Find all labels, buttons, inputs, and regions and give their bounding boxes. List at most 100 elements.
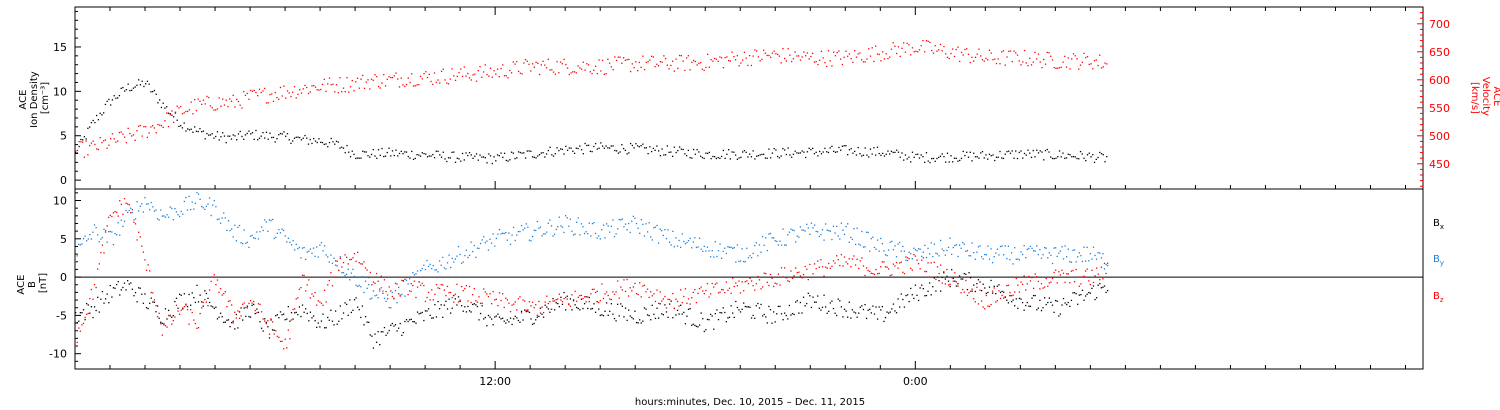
data-point-Bz <box>837 258 839 261</box>
data-point-By <box>202 207 204 209</box>
data-point-Bz <box>724 291 726 294</box>
data-point-top-s1 <box>908 44 910 46</box>
data-point-Bz <box>100 251 102 254</box>
data-point-top-s1 <box>104 139 107 141</box>
data-point-Bx <box>949 285 951 288</box>
data-point-top-s1 <box>983 60 985 62</box>
data-point-By <box>501 232 504 234</box>
data-point-top-s0 <box>334 143 336 145</box>
data-point-top-s0 <box>180 125 182 127</box>
data-point-By <box>813 224 816 226</box>
data-point-By <box>620 219 622 221</box>
data-point-By <box>780 244 783 246</box>
data-point-By <box>364 280 367 282</box>
data-point-Bx <box>938 280 940 282</box>
data-point-Bz <box>442 284 444 286</box>
data-point-top-s0 <box>278 134 280 136</box>
data-point-top-s0 <box>423 152 425 155</box>
data-point-Bx <box>698 324 701 326</box>
data-point-top-s0 <box>1048 151 1050 153</box>
data-point-Bz <box>935 278 937 281</box>
data-point-Bz <box>587 296 589 298</box>
data-point-top-s0 <box>362 150 364 152</box>
data-point-Bz <box>566 298 568 300</box>
data-point-Bz <box>637 293 639 296</box>
data-point-Bx <box>758 307 761 309</box>
data-point-Bz <box>628 295 630 297</box>
data-point-top-s1 <box>717 60 719 62</box>
data-point-By <box>144 197 146 199</box>
data-point-By <box>533 229 535 231</box>
data-point-By <box>576 221 578 223</box>
data-point-top-s1 <box>537 62 539 64</box>
data-point-By <box>212 204 214 206</box>
data-point-Bz <box>224 291 226 293</box>
data-point-Bx <box>1047 301 1049 304</box>
data-point-top-s1 <box>985 57 987 60</box>
data-point-Bz <box>659 291 661 293</box>
data-point-Bx <box>1006 299 1008 301</box>
data-point-Bx <box>253 303 255 306</box>
data-point-By <box>464 254 466 257</box>
data-point-top-s0 <box>311 142 313 145</box>
data-point-By <box>571 230 573 232</box>
data-point-Bx <box>86 302 88 305</box>
data-point-Bx <box>894 310 896 312</box>
data-point-top-s1 <box>727 59 730 62</box>
data-point-top-s1 <box>1036 58 1038 60</box>
data-point-top-s1 <box>915 50 917 52</box>
data-point-By <box>763 244 765 246</box>
data-point-Bz <box>308 279 310 281</box>
data-point-top-s1 <box>875 45 877 47</box>
data-point-Bx <box>853 311 855 313</box>
data-point-Bz <box>574 290 576 293</box>
data-point-Bz <box>1014 291 1016 293</box>
data-point-top-s0 <box>671 155 674 158</box>
data-point-Bz <box>539 312 542 314</box>
data-point-top-s0 <box>691 157 693 159</box>
data-point-Bx <box>193 296 195 299</box>
data-point-Bx <box>454 298 457 300</box>
data-point-top-s1 <box>896 52 898 55</box>
data-point-Bz <box>97 268 99 270</box>
data-point-top-s1 <box>544 64 546 66</box>
data-point-top-s0 <box>586 144 588 147</box>
data-point-Bz <box>453 301 455 303</box>
data-point-Bz <box>914 255 917 257</box>
data-point-By <box>933 243 935 245</box>
data-point-top-s1 <box>883 58 886 60</box>
data-point-Bz <box>583 296 586 298</box>
data-point-top-s1 <box>379 87 381 89</box>
data-point-top-s0 <box>906 158 908 160</box>
data-point-By <box>774 240 776 242</box>
data-point-Bx <box>134 291 137 294</box>
data-point-Bz <box>650 291 652 293</box>
data-point-top-s0 <box>794 150 796 152</box>
data-point-top-s0 <box>1016 157 1019 160</box>
data-point-top-s0 <box>859 153 861 155</box>
data-point-By <box>862 246 865 248</box>
data-point-top-s0 <box>131 89 133 91</box>
data-point-Bz <box>246 307 249 309</box>
data-point-top-s1 <box>1106 63 1108 65</box>
data-point-top-s0 <box>910 161 912 163</box>
data-point-top-s0 <box>833 150 835 152</box>
data-point-By <box>128 209 130 212</box>
data-point-Bx <box>676 309 679 312</box>
data-point-top-s0 <box>920 154 922 156</box>
data-point-Bx <box>279 311 282 313</box>
data-point-Bz <box>152 292 154 294</box>
data-point-By <box>839 238 841 240</box>
data-point-By <box>1102 253 1104 255</box>
data-point-Bz <box>93 283 96 286</box>
data-point-Bz <box>104 231 107 233</box>
data-point-top-s0 <box>960 157 963 160</box>
data-point-Bx <box>396 330 398 332</box>
data-point-Bx <box>615 320 617 322</box>
data-point-top-s1 <box>866 58 868 60</box>
data-point-Bx <box>393 325 395 327</box>
data-point-top-s1 <box>533 66 535 68</box>
data-point-Bx <box>617 303 619 305</box>
data-point-Bx <box>242 319 244 321</box>
data-point-Bz <box>268 333 271 335</box>
